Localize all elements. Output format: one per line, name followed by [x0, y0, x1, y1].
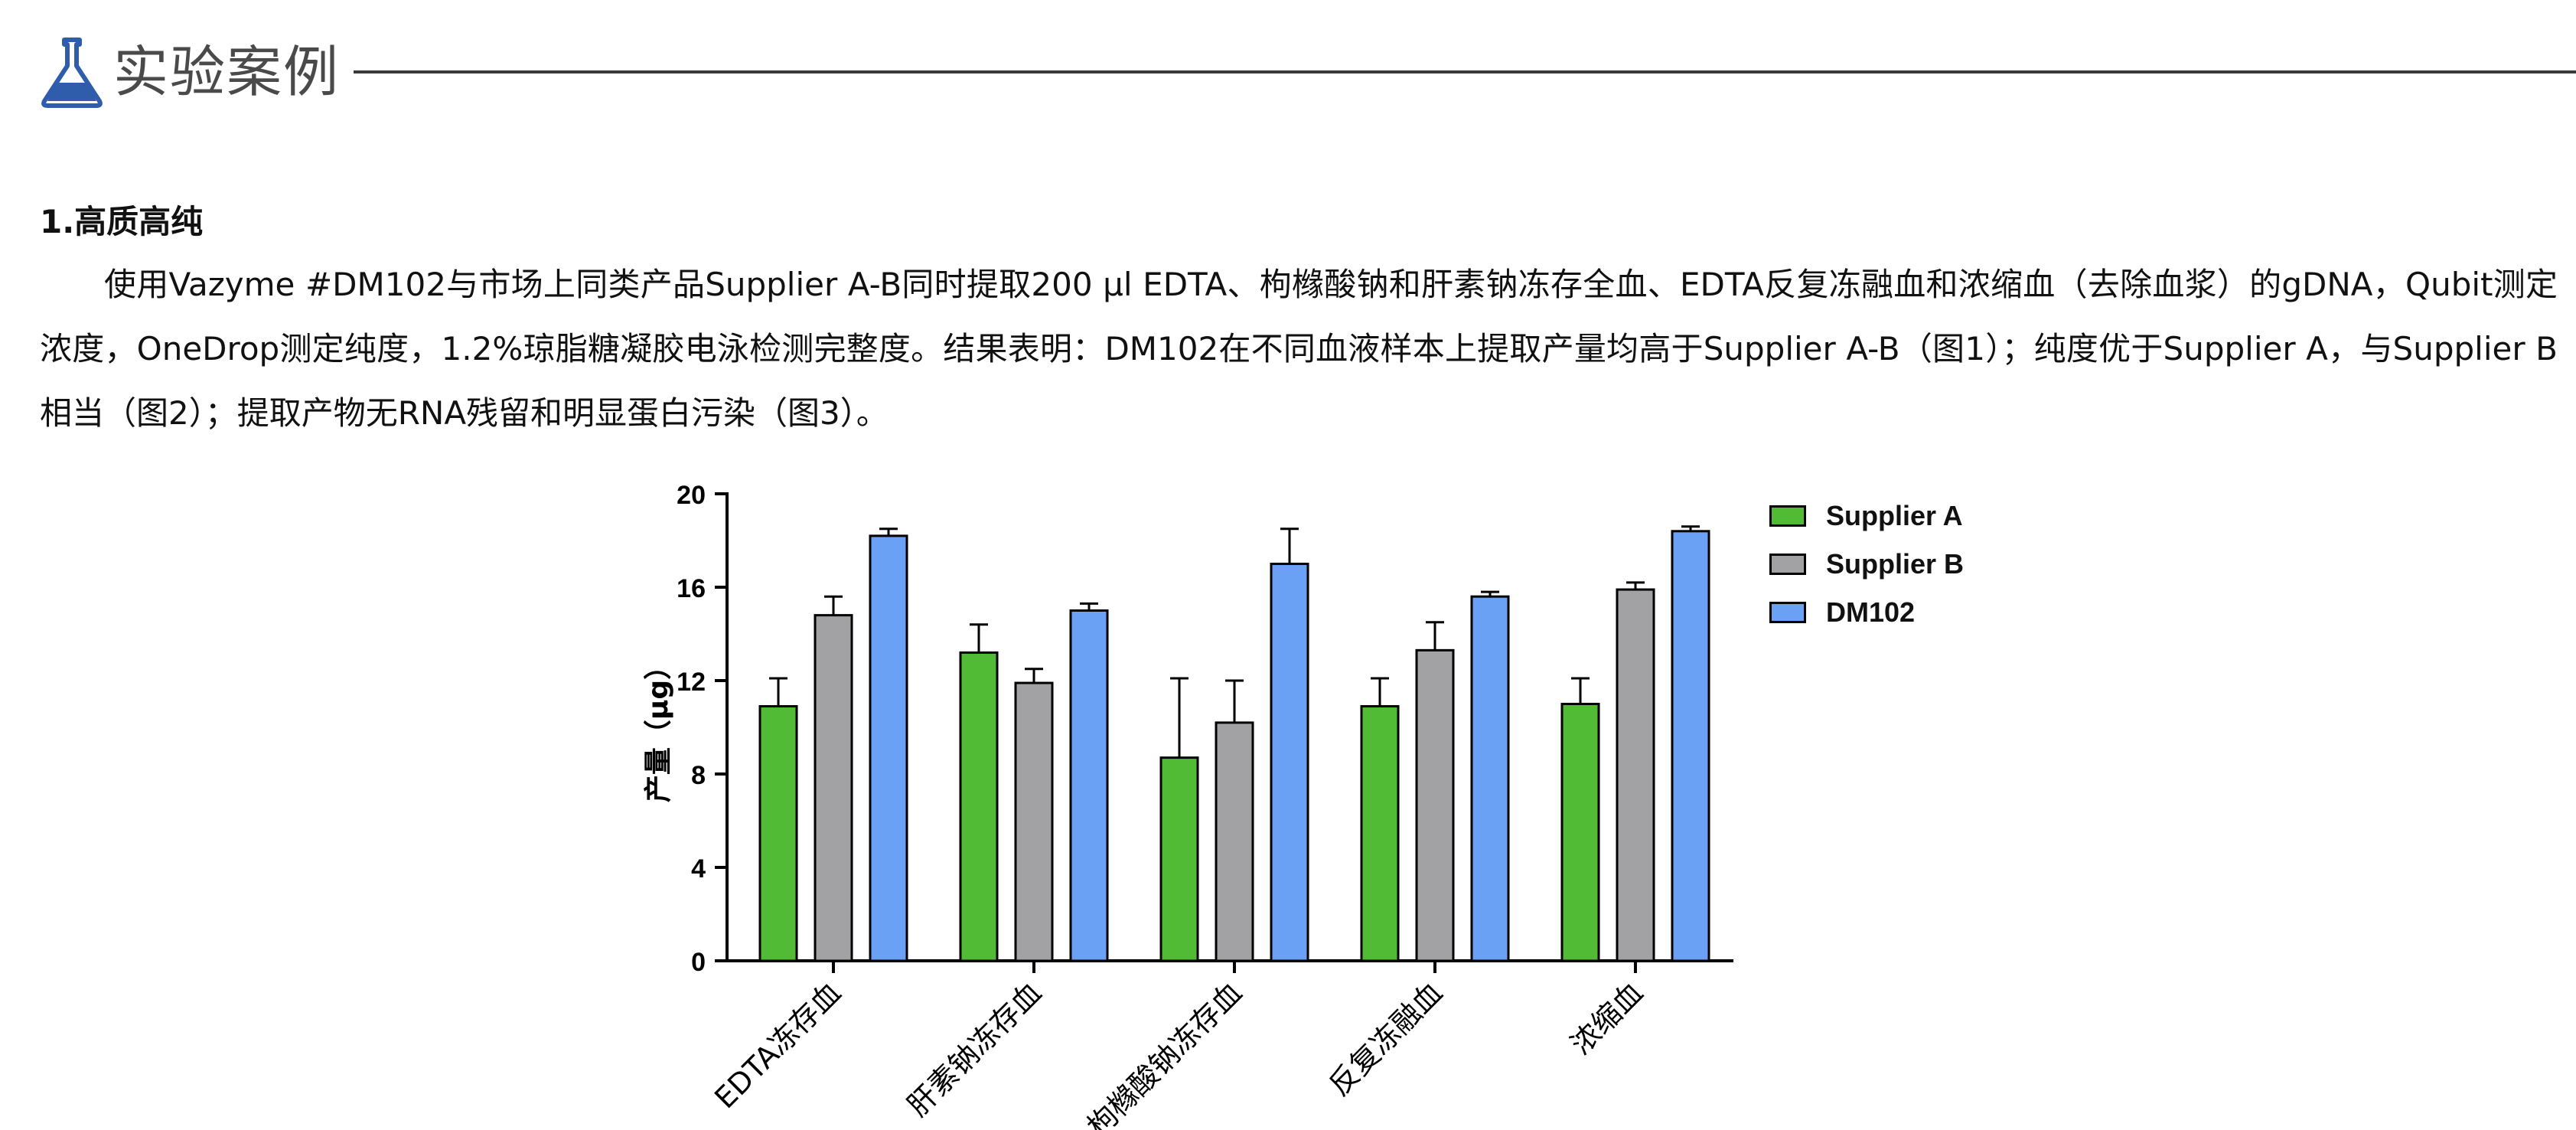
y-axis-label: 产量（μg） [643, 652, 674, 802]
y-tick-label: 0 [691, 948, 706, 977]
y-tick-label: 16 [677, 574, 706, 603]
bar [758, 705, 798, 962]
x-tick-label: EDTA冻存血 [708, 975, 847, 1115]
bar [1215, 721, 1254, 962]
header-divider [354, 70, 2576, 73]
x-tick-label: 反复冻融血 [1322, 975, 1449, 1102]
bar [1270, 563, 1309, 962]
bar [869, 534, 908, 962]
legend-label: Supplier B [1826, 548, 1965, 580]
legend-label: Supplier A [1826, 500, 1963, 531]
legend-swatch [1769, 505, 1806, 527]
bar [1360, 705, 1400, 962]
description-paragraph: 使用Vazyme #DM102与市场上同类产品Supplier A-B同时提取2… [40, 266, 2558, 432]
bar [1069, 609, 1109, 962]
x-tick-label: 肝素钠冻存血 [901, 975, 1048, 1122]
x-tick-label: 枸橼酸钠冻存血 [1081, 975, 1248, 1130]
y-tick-label: 20 [677, 481, 706, 510]
bar [1470, 595, 1510, 962]
bar [814, 614, 853, 962]
section-title: 实验案例 [113, 40, 341, 104]
legend-swatch [1769, 554, 1806, 575]
bar [1616, 588, 1655, 962]
y-tick-label: 4 [691, 854, 706, 883]
bar [1159, 756, 1199, 962]
bar [1560, 703, 1600, 962]
bar [1014, 681, 1054, 962]
y-tick-label: 12 [677, 668, 706, 697]
subsection-heading: 1.高质高纯 [40, 203, 204, 240]
x-tick-label: 浓缩血 [1564, 975, 1650, 1061]
legend-label: DM102 [1826, 596, 1916, 628]
section-header: 实验案例 [40, 31, 2576, 115]
y-tick-label: 8 [691, 761, 706, 790]
bar [1415, 648, 1455, 962]
bar [1671, 530, 1710, 962]
flask-icon [41, 38, 103, 108]
legend-swatch [1769, 602, 1806, 623]
bar [959, 651, 999, 962]
